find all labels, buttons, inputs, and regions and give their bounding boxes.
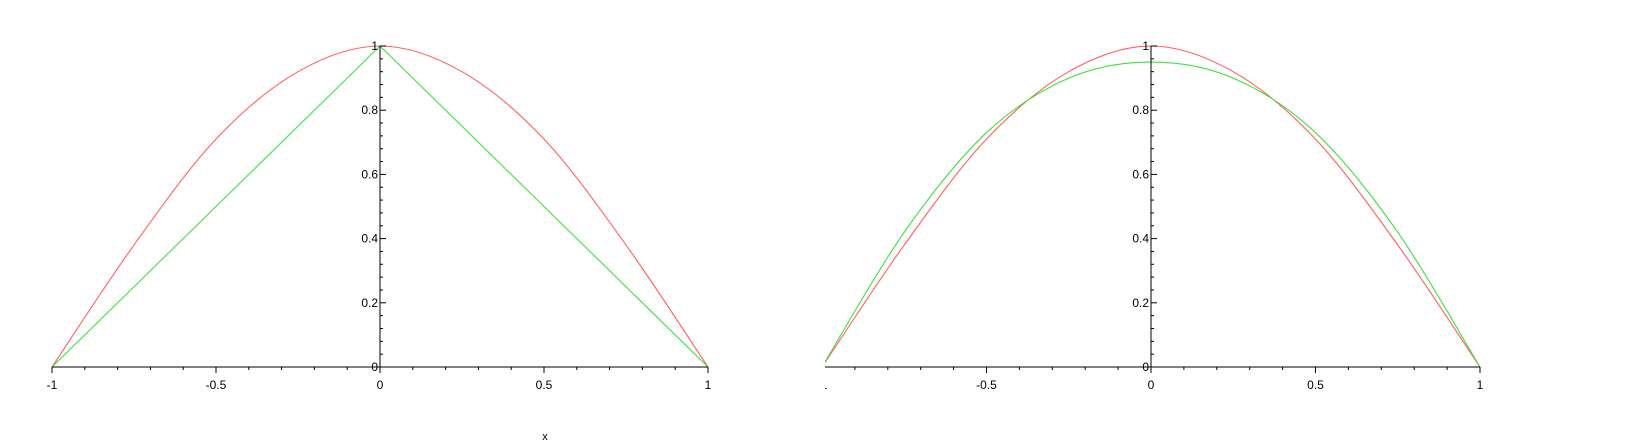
x-tick-label: 0.5 [536,378,553,392]
y-tick-label: 0.4 [361,232,378,246]
y-tick-label: 0.6 [361,167,378,181]
y-tick-label: 0 [371,360,378,374]
x-tick-label: -1 [47,378,58,392]
x-tick-label: -0.5 [976,378,997,392]
left-plot-panel: -1 -0.5 0 0.5 1 0 0.2 0.4 0.6 0.8 1 x [47,39,712,442]
y-tick-label: 0.2 [1132,296,1149,310]
y-tick-label: 0.8 [361,103,378,117]
y-tick-label: 0.2 [361,296,378,310]
x-tick-label: 0 [377,378,384,392]
y-tick-label: 1 [371,39,378,53]
right-plot-panel: -1 -0.5 0 0.5 1 0 0.2 0.4 0.6 0.8 1 [825,0,1650,442]
y-tick-label: 0.4 [1132,232,1149,246]
y-tick-label: 0.8 [1132,103,1149,117]
x-tick-label: 1 [1477,378,1484,392]
y-tick-label: 0.6 [1132,167,1149,181]
x-tick-label: 0.5 [1307,378,1324,392]
x-tick-label: 1 [705,378,712,392]
x-axis-label: x [542,431,548,442]
y-tick-label: 0 [1142,360,1149,374]
y-tick-label: 1 [1142,39,1149,53]
right-plot: -1 -0.5 0 0.5 1 0 0.2 0.4 0.6 0.8 1 [825,39,1484,392]
left-plot: -1 -0.5 0 0.5 1 0 0.2 0.4 0.6 0.8 1 x [47,39,712,442]
x-tick-label: -0.5 [206,378,227,392]
x-tick-label: 0 [1148,378,1155,392]
series-1-line [825,61,1481,368]
x-tick-label: -1 [825,378,828,392]
